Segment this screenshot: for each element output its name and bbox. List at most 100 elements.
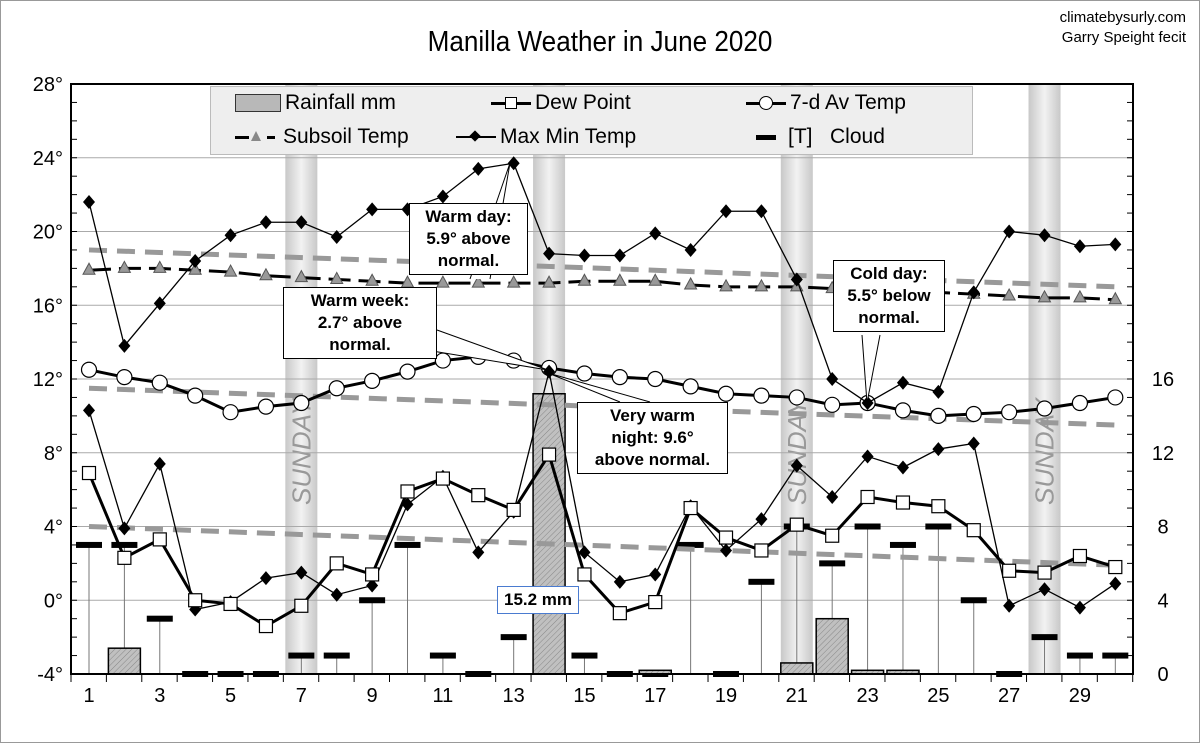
rainfall-bar <box>815 617 849 675</box>
callout-line: 2.7° above <box>317 313 403 332</box>
subsoil-point <box>223 264 238 277</box>
dew-point-point <box>223 596 238 612</box>
y-left-tick-label: 20° <box>33 222 63 244</box>
y-left-tick-label: -4° <box>37 664 63 686</box>
avg-temp-point <box>894 402 912 419</box>
max-temp-point <box>118 338 131 353</box>
cloud-mark <box>1031 634 1058 641</box>
cloud-mark <box>925 523 952 530</box>
legend-subsoil: Subsoil Temp <box>235 125 409 149</box>
cloud-mark <box>819 560 846 567</box>
min-temp-point <box>118 521 131 536</box>
legend-dewpoint: Dew Point <box>491 91 631 115</box>
callout-line: normal. <box>858 308 920 327</box>
max-temp-point <box>153 296 166 311</box>
legend-rainfall: Rainfall mm <box>235 91 396 115</box>
cloud-mark <box>748 578 775 585</box>
x-tick-label: 5 <box>225 685 236 707</box>
cloud-mark <box>889 541 916 548</box>
subsoil-point <box>259 267 273 281</box>
y-right-tick-label: 12 <box>1152 443 1174 465</box>
sunday-label: SUNDAY <box>286 397 316 505</box>
y-left-tick-label: 0° <box>44 590 63 612</box>
x-tick-label: 23 <box>856 685 878 707</box>
subsoil-point <box>82 262 96 275</box>
y-right-tick-label: 4 <box>1157 590 1168 612</box>
min-temp-point <box>1038 582 1051 597</box>
subsoil-point <box>577 273 592 286</box>
dew-point-point <box>541 447 557 462</box>
subsoil-point <box>542 275 556 288</box>
avg-temp-point <box>1107 389 1124 406</box>
cloud-mark <box>854 523 881 530</box>
avg-temp-point <box>328 380 345 397</box>
subsoil-point <box>294 269 309 283</box>
cloud-mark <box>359 597 386 604</box>
rainfall-bar <box>532 393 566 675</box>
x-tick-label: 21 <box>786 685 808 707</box>
subsoil-point <box>506 275 521 288</box>
dew-point-point <box>1072 548 1088 564</box>
cloud-mark <box>677 541 704 548</box>
y-left-tick-label: 4° <box>44 517 63 539</box>
avg-temp-point <box>824 396 841 413</box>
min-temp-point <box>790 458 803 473</box>
min-temp-point <box>578 545 591 560</box>
rainfall-bar <box>780 662 814 675</box>
avg-temp-point <box>399 363 416 380</box>
dew-point-point <box>577 567 592 582</box>
y-left-tick-label: 24° <box>33 148 63 170</box>
x-tick-label: 19 <box>715 685 737 707</box>
max-temp-point <box>1003 224 1016 239</box>
callout-line: Warm week: <box>310 291 410 310</box>
rain-label: 15.2 mm <box>497 586 580 614</box>
subsoil-point <box>117 260 132 273</box>
max-temp-point <box>189 254 202 268</box>
subsoil-point <box>152 260 167 273</box>
x-tick-label: 13 <box>503 685 525 707</box>
dew-point-point <box>683 500 698 516</box>
y-right-tick-label: 0 <box>1157 664 1168 686</box>
rainfall-bar <box>107 647 142 675</box>
max-temp-point <box>83 195 95 209</box>
dew-point-point <box>1037 565 1052 580</box>
callout-line: normal. <box>329 335 391 354</box>
avg-temp-point <box>1071 394 1089 412</box>
circle-marker-icon <box>746 96 786 110</box>
dew-point-point <box>258 618 274 634</box>
min-temp-point <box>1109 576 1122 591</box>
max-temp-point <box>613 248 626 263</box>
min-temp-point <box>896 460 909 475</box>
cloud-mark <box>76 541 102 548</box>
max-temp-point <box>684 242 697 257</box>
avg-temp-point <box>965 405 982 423</box>
max-temp-point <box>1038 228 1051 243</box>
subsoil-point <box>1002 287 1016 301</box>
min-temp-point <box>755 512 768 527</box>
callout-line: Warm day: <box>425 207 512 226</box>
dew-point-point <box>860 489 875 505</box>
legend-label: Dew Point <box>535 91 631 114</box>
dew-point-point <box>506 502 521 518</box>
x-tick-label: 15 <box>573 685 595 707</box>
dew-point-point <box>400 484 415 499</box>
min-temp-line <box>88 371 1116 611</box>
dew-point-point <box>612 606 627 621</box>
chart-title: Manilla Weather in June 2020 <box>427 26 773 58</box>
dew-point-point <box>648 594 663 610</box>
max-temp-point <box>330 230 343 245</box>
avg-temp-point <box>682 378 699 395</box>
min-temp-point <box>366 578 379 593</box>
dew-point-point <box>966 523 981 538</box>
cloud-mark <box>1066 652 1093 659</box>
subsoil-point <box>754 278 769 292</box>
subsoil-point <box>683 276 698 290</box>
min-temp-point <box>967 436 980 451</box>
max-temp-point <box>472 161 485 176</box>
max-temp-point <box>932 384 945 399</box>
legend-label: 7-d Av Temp <box>790 91 906 114</box>
callout-warm-week: Warm week: 2.7° above normal. <box>283 287 437 359</box>
max-temp-point <box>578 248 591 263</box>
callout-pointer <box>419 329 549 371</box>
cloud-mark <box>429 652 456 659</box>
